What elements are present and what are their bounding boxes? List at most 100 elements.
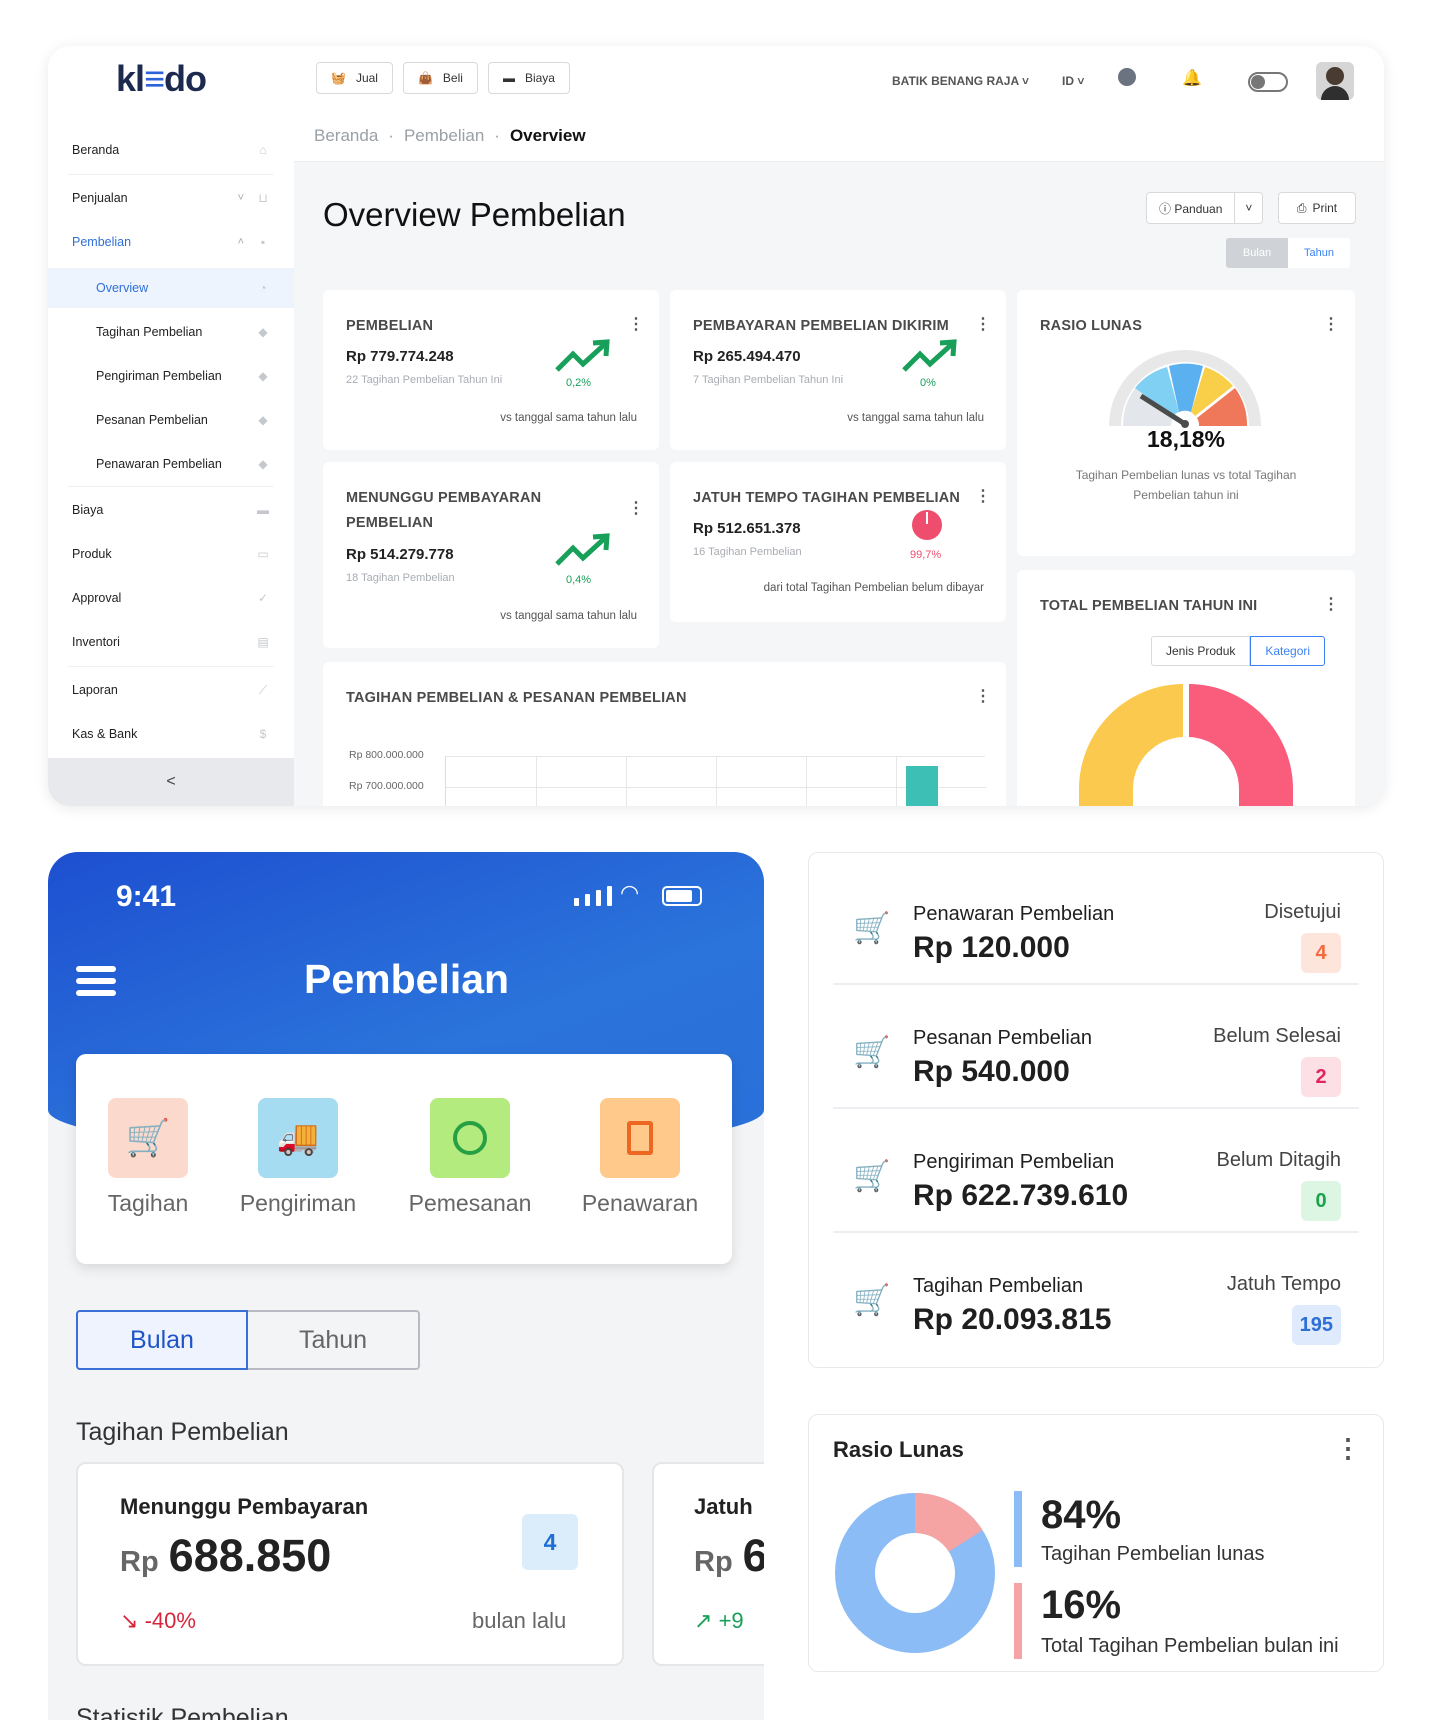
- sidebar-item-penjualan[interactable]: Penjualan ˅ ⊔: [48, 178, 294, 218]
- menunggu-card[interactable]: Menunggu Pembayaran Rp 688.850 4 ↘ -40% …: [76, 1462, 624, 1666]
- card-icon: ▬: [257, 503, 269, 517]
- sidebar-item-pembelian[interactable]: Pembelian ˄ ▪: [48, 222, 294, 262]
- chart-bar: [906, 766, 938, 806]
- jatuh-tempo-card[interactable]: Jatuh Rp 6 ↗ +9: [652, 1462, 764, 1666]
- breadcrumb: Beranda · Pembelian · Overview: [294, 110, 1384, 162]
- chart-grid: [445, 756, 986, 806]
- sidebar-item-laporan[interactable]: Laporan ⟋: [48, 670, 294, 710]
- theme-toggle[interactable]: [1248, 72, 1288, 92]
- battery-icon: [662, 886, 702, 906]
- logo[interactable]: kl≡do: [116, 58, 207, 99]
- biaya-button[interactable]: ▬ Biaya: [487, 62, 570, 94]
- tab-jenis-produk[interactable]: Jenis Produk: [1151, 636, 1251, 666]
- rasio-lunas-card: RASIO LUNAS ⋮ 18,18% Tagihan Pembelian l…: [1017, 290, 1355, 556]
- top-actions: 🧺 Jual 👜 Beli ▬ Biaya: [316, 62, 570, 94]
- count-badge: 2: [1301, 1057, 1341, 1097]
- sidebar-item-biaya[interactable]: Biaya ▬: [72, 503, 269, 517]
- sidebar-item-overview[interactable]: Overview ◔: [48, 268, 294, 308]
- tab-tahun[interactable]: Tahun: [248, 1310, 420, 1370]
- period-tahun[interactable]: Tahun: [1288, 238, 1350, 268]
- bar-chart-card: TAGIHAN PEMBELIAN & PESANAN PEMBELIAN ⋮ …: [323, 662, 1006, 806]
- divider: [68, 174, 274, 175]
- sidebar-item-tagihan-pembelian[interactable]: Tagihan Pembelian ◆: [48, 312, 294, 352]
- panduan-group: ⓘ Panduan ˅: [1146, 192, 1264, 224]
- more-icon[interactable]: ⋮: [1335, 1433, 1361, 1463]
- menu-penawaran[interactable]: Penawaran: [581, 1190, 699, 1216]
- panduan-button[interactable]: ⓘ Panduan: [1159, 201, 1223, 216]
- more-icon[interactable]: ⋮: [975, 488, 991, 505]
- jual-button[interactable]: 🧺 Jual: [316, 62, 393, 94]
- more-icon[interactable]: ⋮: [628, 316, 644, 333]
- page-title: Overview Pembelian: [323, 196, 626, 233]
- list-item[interactable]: 🛒 Pengiriman Pembelian Rp 622.739.610 Belum…: [833, 1121, 1359, 1233]
- sidebar-item-kas-bank[interactable]: Kas & Bank $: [48, 714, 294, 754]
- chevron-down-icon: ˅: [237, 192, 244, 204]
- mobile-title: Pembelian: [304, 956, 510, 1002]
- sidebar-item-pengiriman-pembelian[interactable]: Pengiriman Pembelian ◆: [48, 356, 294, 396]
- list-item[interactable]: 🛒 Tagihan Pembelian Rp 20.093.815 Jatuh Tem…: [833, 1245, 1359, 1357]
- more-icon[interactable]: ⋮: [975, 316, 991, 333]
- clock-icon[interactable]: [1118, 68, 1136, 86]
- dollar-icon: $: [259, 727, 267, 741]
- hamburger-icon[interactable]: [76, 966, 116, 996]
- more-icon[interactable]: ⋮: [975, 688, 991, 705]
- breadcrumb-overview: Overview: [509, 125, 586, 145]
- trend-up-icon: ↗: [694, 1608, 713, 1633]
- kpi-menunggu-pembayaran[interactable]: MENUNGGU PEMBAYARAN PEMBELIAN ⋮ Rp 514.2…: [323, 462, 659, 648]
- period-bulan[interactable]: Bulan: [1226, 238, 1288, 268]
- chevron-down-icon[interactable]: ˅: [1234, 193, 1262, 223]
- tab-bulan[interactable]: Bulan: [76, 1310, 248, 1370]
- desktop-window: kl≡do Beranda ⌂ Penjualan ˅ ⊔ Pembelian ˄ ▪ Over…: [48, 46, 1384, 806]
- cart-x-icon: 🛒: [853, 912, 891, 945]
- statistik-title: Statistik Pembelian: [76, 1704, 289, 1720]
- signal-icon: [574, 886, 612, 906]
- beli-button[interactable]: 👜 Beli: [402, 62, 478, 94]
- more-icon[interactable]: ⋮: [1323, 316, 1339, 333]
- bell-icon[interactable]: 🔔: [1182, 70, 1202, 87]
- total-tabs: Jenis Produk Kategori: [1151, 636, 1326, 666]
- avatar[interactable]: [1316, 62, 1354, 100]
- sidebar-item-produk[interactable]: Produk ▭: [72, 547, 269, 561]
- more-icon[interactable]: ⋮: [628, 500, 644, 517]
- chevron-up-icon: ˄: [237, 236, 244, 248]
- kpi-pembayaran-dikirim[interactable]: PEMBAYARAN PEMBELIAN DIKIRIM ⋮ Rp 265.49…: [670, 290, 1006, 450]
- chart-icon: ⟋: [258, 683, 268, 697]
- tab-kategori[interactable]: Kategori: [1250, 636, 1326, 666]
- menu-pengiriman[interactable]: Pengiriman: [239, 1190, 357, 1216]
- bag-icon: 👜: [417, 71, 433, 85]
- tag-icon: ◆: [258, 369, 268, 383]
- sidebar: kl≡do Beranda ⌂ Penjualan ˅ ⊔ Pembelian ˄ ▪ Over…: [48, 46, 294, 806]
- kpi-jatuh-tempo[interactable]: JATUH TEMPO TAGIHAN PEMBELIAN ⋮ Rp 512.6…: [670, 462, 1006, 622]
- cart-dollar-icon: 🛒: [853, 1160, 891, 1193]
- language-selector[interactable]: ID ˅: [1062, 74, 1085, 88]
- list-item[interactable]: 🛒 Penawaran Pembelian Rp 120.000 Disetujui 4: [833, 873, 1359, 985]
- mobile-screen: 9:41 ◠ Pembelian 🛒 Tagihan 🚚 Pengiriman …: [48, 852, 764, 1720]
- sidebar-item-approval[interactable]: Approval ✓: [72, 591, 269, 605]
- list-item[interactable]: 🛒 Pesanan Pembelian Rp 540.000 Belum Selesa…: [833, 997, 1359, 1109]
- sidebar-item-pesanan-pembelian[interactable]: Pesanan Pembelian ◆: [48, 400, 294, 440]
- sidebar-item-beranda[interactable]: Beranda ⌂: [48, 130, 294, 170]
- trend-down-icon: ↘: [120, 1608, 139, 1633]
- breadcrumb-beranda[interactable]: Beranda: [314, 125, 379, 145]
- cart-dollar-icon: 🛒: [853, 1284, 891, 1317]
- sidebar-item-penawaran-pembelian[interactable]: Penawaran Pembelian ◆: [48, 444, 294, 484]
- print-button[interactable]: ⎙ Print: [1278, 192, 1356, 224]
- card-icon: ▬: [502, 71, 515, 85]
- company-selector[interactable]: BATIK BENANG RAJA ˅: [892, 74, 1030, 88]
- legend-bar-total: [1014, 1583, 1022, 1659]
- cart-icon[interactable]: 🛒: [108, 1098, 188, 1178]
- basket-icon: 🧺: [331, 71, 346, 85]
- truck-icon[interactable]: 🚚: [258, 1098, 338, 1178]
- sidebar-item-inventori[interactable]: Inventori ▤: [72, 635, 269, 649]
- bag-icon: ▪: [260, 235, 266, 249]
- cart-user-icon: 🛒: [853, 1036, 891, 1069]
- menu-pemesanan[interactable]: Pemesanan: [408, 1190, 532, 1216]
- mobile-period-tabs: Bulan Tahun: [76, 1310, 420, 1370]
- more-icon[interactable]: ⋮: [1323, 596, 1339, 613]
- kpi-pembelian[interactable]: PEMBELIAN ⋮ Rp 779.774.248 22 Tagihan Pe…: [323, 290, 659, 450]
- document-icon[interactable]: [600, 1098, 680, 1178]
- clock-icon[interactable]: [430, 1098, 510, 1178]
- sidebar-collapse-button[interactable]: <: [48, 758, 294, 806]
- menu-tagihan[interactable]: Tagihan: [107, 1190, 189, 1216]
- breadcrumb-pembelian[interactable]: Pembelian: [403, 125, 485, 145]
